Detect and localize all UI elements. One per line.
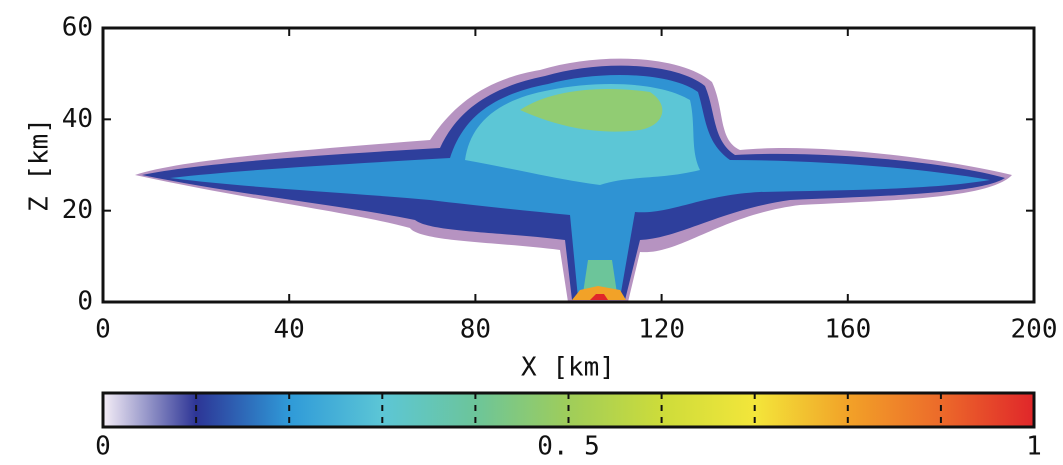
x-tick-label: 120 [638, 315, 685, 345]
plume [135, 59, 1012, 302]
x-axis-label: X [km] [521, 353, 615, 383]
colorbar-tick-label: 0 [95, 432, 111, 462]
y-tick-label: 20 [62, 195, 93, 225]
y-axis-label: Z [km] [25, 118, 55, 212]
y-tick-label: 0 [77, 287, 93, 317]
figure: Z [km] X [km] 0 40 80 120 160 200 0 20 40 60 0 0. 5… [0, 0, 1063, 461]
y-tick-label: 60 [62, 13, 93, 43]
x-tick-label: 40 [274, 315, 305, 345]
x-tick-label: 200 [1011, 315, 1058, 345]
colorbar-tick-label: 0. 5 [537, 432, 600, 462]
x-tick-label: 0 [95, 315, 111, 345]
colorbar-tick-label: 1 [1026, 432, 1042, 462]
x-tick-label: 160 [824, 315, 871, 345]
y-tick-label: 40 [62, 104, 93, 134]
x-tick-label: 80 [460, 315, 491, 345]
